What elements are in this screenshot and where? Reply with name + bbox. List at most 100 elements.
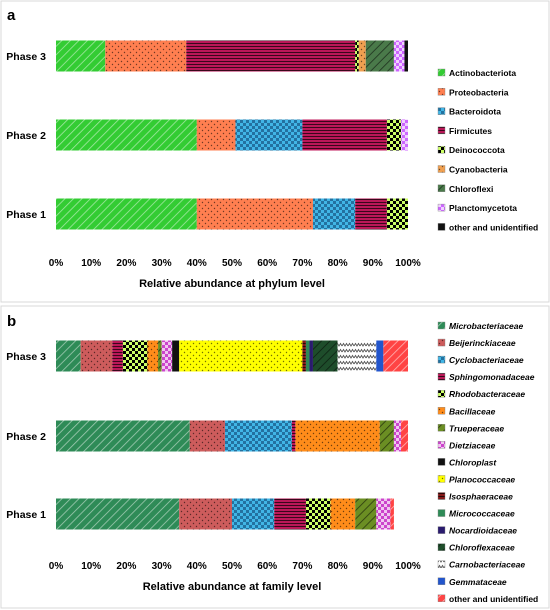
bar-segment — [337, 340, 377, 372]
x-tick-label: 70% — [292, 258, 312, 269]
legend-swatch — [437, 526, 446, 534]
bar-segment — [393, 420, 401, 452]
x-tick-label: 30% — [152, 561, 172, 572]
legend-entry: Gemmataceae — [449, 577, 507, 587]
bar-segment — [312, 340, 338, 372]
legend-entry: Cyclobacteriaceae — [449, 355, 524, 365]
category-label: Phase 2 — [6, 431, 46, 443]
bar-segment — [56, 198, 197, 230]
legend-swatch — [437, 338, 446, 347]
bar-segment — [179, 340, 303, 372]
category-label: Phase 3 — [6, 51, 46, 63]
family-chart: Phase 3 Phase 2 Phase 1 0% 10% 20% 30% 40% 50% 60… — [6, 321, 538, 604]
legend-entry: Nocardioidaceae — [449, 526, 517, 536]
bar-segment — [196, 119, 236, 151]
x-tick-label: 90% — [363, 258, 383, 269]
bar-segment — [172, 340, 180, 372]
x-tick-label: 0% — [49, 258, 64, 269]
legend-entry: Chloroplast — [449, 457, 497, 467]
legend-swatch — [437, 390, 446, 398]
bar-segment — [355, 40, 359, 72]
x-tick-label: 90% — [363, 561, 383, 572]
bar-segment — [80, 340, 113, 372]
x-tick-label: 60% — [257, 258, 277, 269]
bar-segment — [386, 119, 401, 151]
bar-segment — [312, 198, 356, 230]
category-label: Phase 2 — [6, 130, 46, 142]
x-axis-title: Relative abundance at phylum level — [139, 278, 325, 290]
bar-segment — [302, 119, 387, 151]
bar-segment — [147, 340, 159, 372]
legend-swatch — [437, 184, 446, 193]
legend-swatch — [437, 223, 446, 231]
x-tick-label: 50% — [222, 561, 242, 572]
bar-segment — [309, 340, 313, 372]
bar-segment — [158, 340, 162, 372]
legend-swatch — [437, 458, 446, 466]
bar-segment — [189, 420, 225, 452]
legend-swatch — [437, 372, 446, 381]
legend-swatch — [437, 407, 446, 415]
bar-segment — [358, 40, 366, 72]
bar-segment — [224, 420, 292, 452]
legend-entry: Bacteroidota — [449, 107, 501, 117]
bar-segment — [355, 198, 387, 230]
x-tick-label: 70% — [292, 561, 312, 572]
legend-entry: Microbacteriaceae — [449, 321, 523, 331]
bar-segment — [179, 498, 232, 530]
legend-entry: Planctomycetota — [449, 203, 517, 213]
x-tick-label: 30% — [152, 258, 172, 269]
x-tick-label: 80% — [328, 561, 348, 572]
legend-entry: Actinobacteriota — [449, 68, 516, 78]
legend-entry: other and unidentified — [449, 594, 538, 604]
category-label: Phase 1 — [6, 509, 46, 521]
legend-swatch — [437, 577, 446, 585]
bar-segment — [274, 498, 306, 530]
bar-segment — [302, 340, 306, 372]
legend-swatch — [437, 321, 446, 330]
bar-segment — [56, 420, 190, 452]
legend-swatch — [437, 107, 446, 115]
legend-entry: Planococcaceae — [449, 474, 515, 484]
category-label: Phase 1 — [6, 209, 46, 221]
bar-segment — [376, 340, 384, 372]
legend-entry: Sphingomonadaceae — [449, 372, 535, 382]
legend-swatch — [437, 424, 446, 432]
x-tick-label: 10% — [81, 561, 101, 572]
bar-segment — [161, 340, 173, 372]
legend-entry: Bacillaceae — [449, 406, 496, 416]
panel-b-label: b — [7, 313, 16, 330]
legend-entry: Deinococcota — [449, 145, 505, 155]
bar-segment — [105, 40, 187, 72]
x-tick-label: 10% — [81, 258, 101, 269]
bar-segment — [196, 198, 313, 230]
bar-segment — [355, 498, 377, 530]
bar-segment — [291, 420, 296, 452]
x-tick-label: 80% — [328, 258, 348, 269]
legend-swatch — [437, 441, 446, 449]
bar-segment — [235, 119, 303, 151]
bar-segment — [404, 40, 408, 72]
legend-entry: Rhodobacteraceae — [449, 389, 525, 399]
bar-segment — [400, 420, 408, 452]
legend-entry: Beijerinckiaceae — [449, 338, 516, 348]
bar-segment — [365, 40, 394, 72]
x-tick-label: 60% — [257, 561, 277, 572]
category-label: Phase 3 — [6, 351, 46, 363]
legend-entry: Cyanobacteria — [449, 165, 508, 175]
bar-segment — [390, 498, 394, 530]
x-tick-label: 50% — [222, 258, 242, 269]
bar-segment — [112, 340, 123, 372]
bar-segment — [295, 420, 380, 452]
bar-segment — [232, 498, 275, 530]
legend-swatch — [437, 475, 446, 483]
x-tick-label: 100% — [395, 561, 421, 572]
legend-entry: Carnobacteriaceae — [449, 560, 525, 570]
legend-entry: Firmicutes — [449, 126, 492, 136]
legend-swatch — [437, 88, 446, 96]
legend-swatch — [437, 509, 446, 517]
bar-segment — [400, 119, 408, 151]
x-tick-label: 0% — [49, 561, 64, 572]
x-tick-label: 20% — [116, 561, 136, 572]
